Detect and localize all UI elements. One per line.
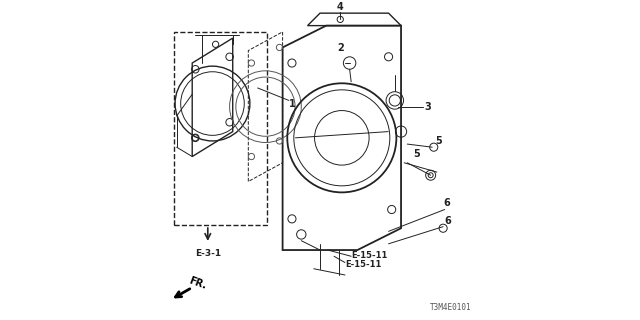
Text: 1: 1 [289, 99, 296, 109]
Text: 6: 6 [443, 198, 450, 208]
Text: 6: 6 [445, 216, 451, 226]
Text: 4: 4 [336, 2, 343, 12]
Text: E-15-11: E-15-11 [351, 251, 388, 260]
Text: FR.: FR. [188, 276, 208, 291]
Text: 3: 3 [424, 102, 431, 112]
Text: E-3-1: E-3-1 [195, 249, 221, 258]
Text: T3M4E0101: T3M4E0101 [430, 303, 472, 312]
Text: 2: 2 [337, 43, 344, 52]
Text: 5: 5 [413, 148, 420, 158]
Text: 5: 5 [435, 136, 442, 146]
Bar [173, 32, 267, 225]
Text: E-15-11: E-15-11 [345, 260, 381, 269]
